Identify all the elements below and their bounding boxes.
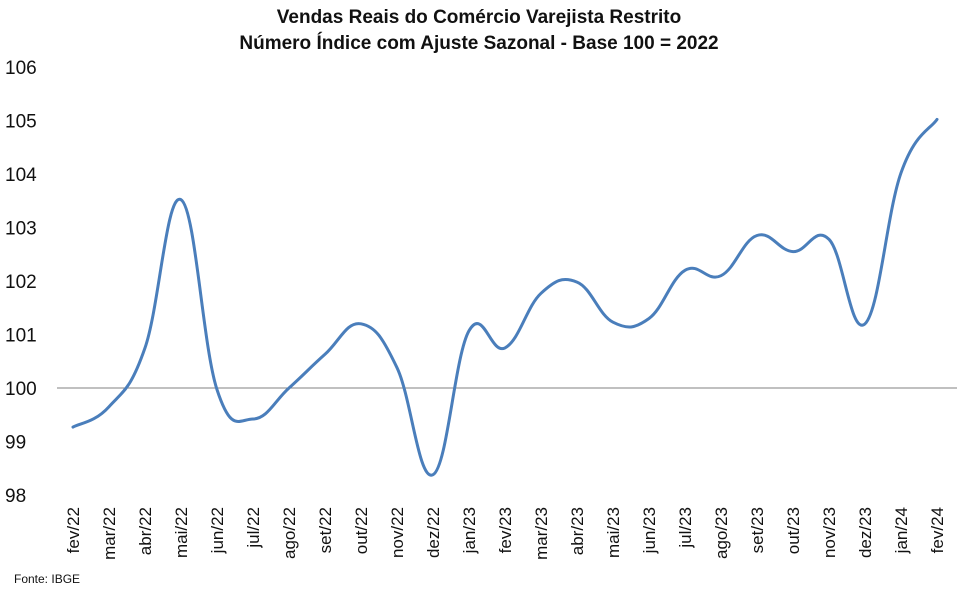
x-tick-label: abr/22 [136, 507, 155, 555]
x-tick-label: jan/23 [460, 507, 479, 554]
y-tick-label: 103 [5, 219, 37, 240]
data-point [936, 118, 939, 121]
data-point [684, 269, 687, 272]
y-tick-label: 100 [5, 379, 37, 400]
source-note: Fonte: IBGE [14, 572, 81, 586]
data-point [540, 292, 543, 295]
x-tick-label: out/23 [784, 507, 803, 554]
data-point [396, 366, 399, 369]
y-tick-label: 104 [5, 165, 37, 186]
y-tick-label: 106 [5, 58, 37, 79]
x-tick-label: jun/23 [640, 507, 659, 554]
data-point [792, 250, 795, 253]
y-tick-label: 99 [5, 433, 26, 454]
data-point [900, 171, 903, 174]
data-point [468, 329, 471, 332]
chart-subtitle: Número Índice com Ajuste Sazonal - Base … [239, 33, 719, 54]
x-tick-label: mai/23 [604, 507, 623, 558]
x-tick-label: out/22 [352, 507, 371, 554]
data-point [108, 405, 111, 408]
data-point [576, 281, 579, 284]
x-tick-label: nov/22 [388, 507, 407, 558]
data-point [612, 321, 615, 324]
data-point [504, 346, 507, 349]
x-tick-label: set/23 [748, 507, 767, 553]
y-tick-label: 101 [5, 326, 37, 347]
x-tick-label: mar/23 [532, 507, 551, 560]
x-tick-label: fev/22 [64, 507, 83, 553]
x-tick-label: ago/23 [712, 507, 731, 559]
data-point [864, 322, 867, 325]
y-tick-label: 105 [5, 112, 37, 133]
x-tick-label: fev/23 [496, 507, 515, 553]
data-point [828, 238, 831, 241]
x-tick-label: fev/24 [928, 507, 947, 553]
data-point [216, 388, 219, 391]
data-point [360, 322, 363, 325]
x-tick-label: mai/22 [172, 507, 191, 558]
data-point [720, 274, 723, 277]
x-tick-label: abr/23 [568, 507, 587, 555]
data-point [324, 353, 327, 356]
data-point [72, 426, 75, 429]
x-tick-label: ago/22 [280, 507, 299, 559]
data-point [180, 198, 183, 201]
data-point [252, 418, 255, 421]
data-point [756, 234, 759, 237]
data-point [648, 317, 651, 320]
y-tick-label: 102 [5, 272, 37, 293]
x-tick-label: jul/23 [676, 507, 695, 549]
series-line [71, 117, 939, 477]
data-point [288, 387, 291, 390]
x-tick-label: dez/23 [856, 507, 875, 558]
chart-title: Vendas Reais do Comércio Varejista Restr… [276, 7, 682, 28]
data-point [144, 346, 147, 349]
x-tick-label: nov/23 [820, 507, 839, 558]
x-tick-label: jul/22 [244, 507, 263, 549]
x-tick-label: dez/22 [424, 507, 443, 558]
x-tick-label: set/22 [316, 507, 335, 553]
x-tick-label: mar/22 [100, 507, 119, 560]
data-point [432, 473, 435, 476]
x-tick-label: jan/24 [892, 507, 911, 554]
y-tick-label: 98 [5, 486, 26, 507]
x-tick-label: jun/22 [208, 507, 227, 554]
